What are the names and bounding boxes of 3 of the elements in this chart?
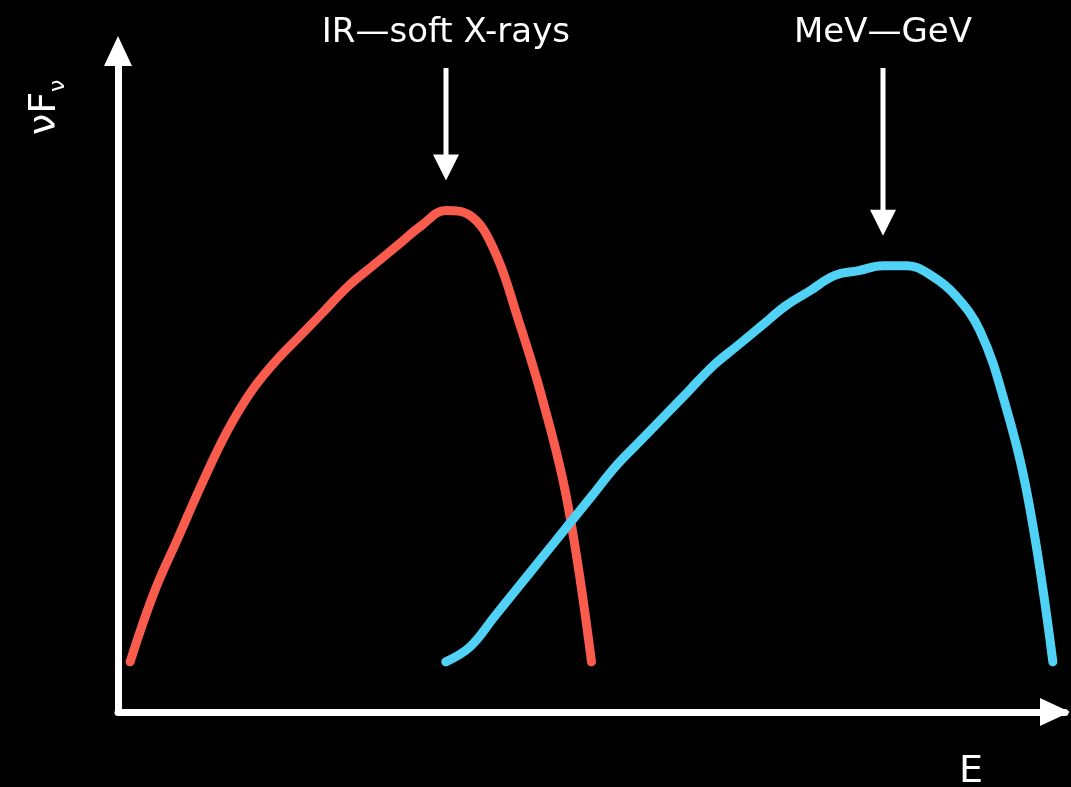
text: MeV—GeV	[793, 10, 972, 50]
text: IR—soft X-rays	[321, 10, 570, 50]
x-axis-title: E	[958, 747, 983, 787]
